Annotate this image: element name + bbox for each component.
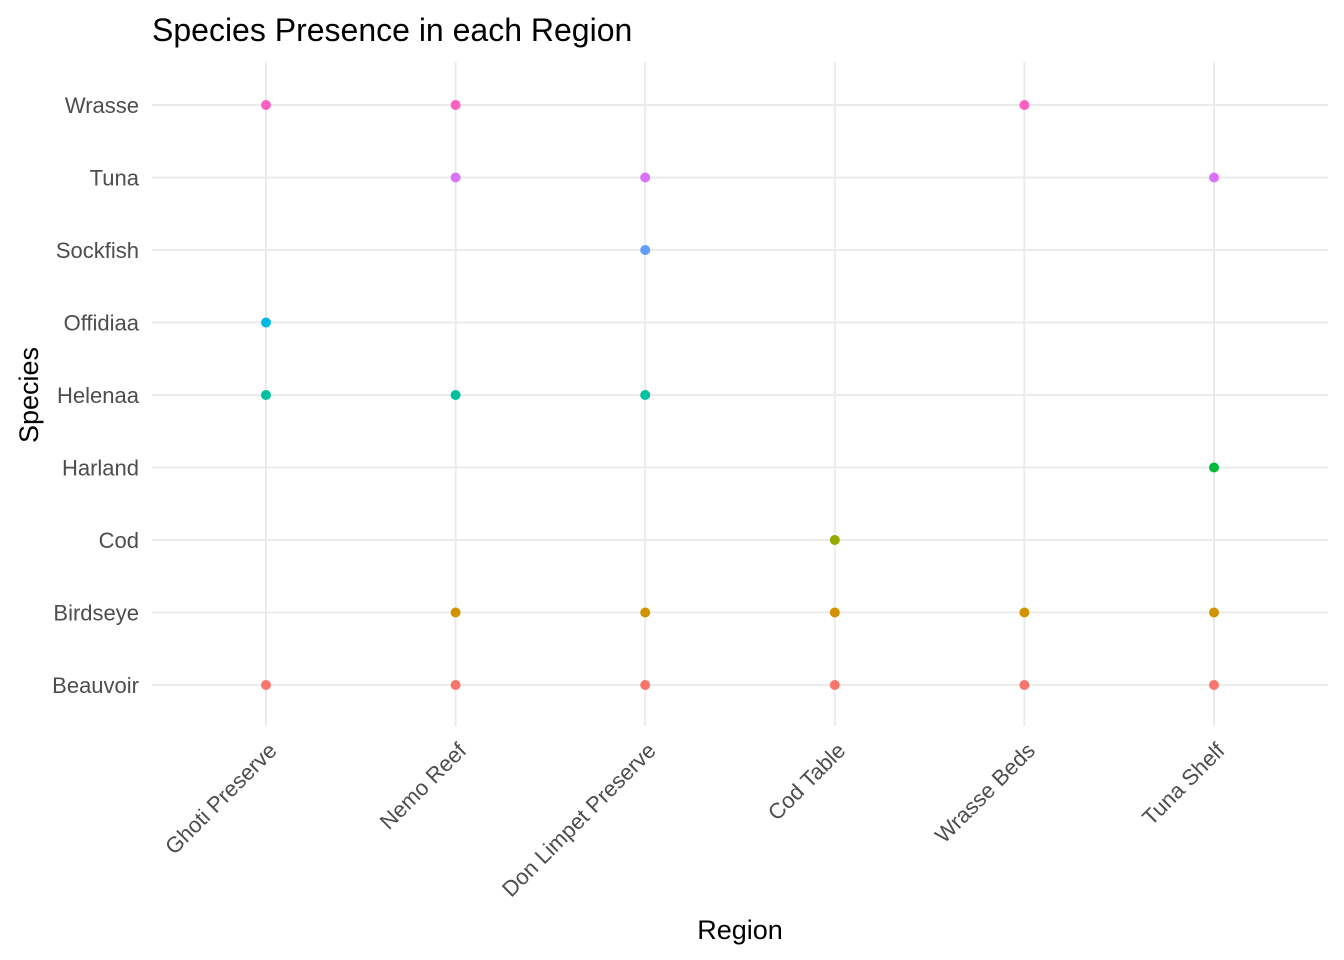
y-tick-label-beauvoir: Beauvoir [52, 673, 139, 698]
x-tick-label-don-limpet-preserve: Don Limpet Preserve [497, 738, 661, 902]
point-beauvoir-ghoti-preserve [261, 680, 271, 690]
point-offidiaa-ghoti-preserve [261, 317, 271, 328]
x-tick-label-wrasse-beds: Wrasse Beds [930, 738, 1040, 848]
point-wrasse-nemo-reef [450, 100, 461, 110]
point-helenaa-nemo-reef [450, 390, 461, 400]
point-birdseye-tuna-shelf [1209, 607, 1219, 618]
point-beauvoir-tuna-shelf [1209, 680, 1219, 690]
point-birdseye-nemo-reef [450, 607, 461, 618]
data-points [261, 100, 1219, 690]
x-axis-ticks: Ghoti Preserve Nemo Reef Don Limpet Preser… [160, 737, 1230, 901]
point-wrasse-wrasse-beds [1019, 100, 1030, 110]
point-beauvoir-nemo-reef [450, 680, 461, 690]
point-wrasse-ghoti-preserve [261, 100, 271, 110]
y-tick-label-harland: Harland [62, 456, 139, 481]
x-tick-label-cod-table: Cod Table [763, 738, 850, 825]
point-beauvoir-don-limpet-preserve [640, 680, 651, 690]
point-beauvoir-cod-table [829, 680, 840, 690]
y-tick-label-offidiaa: Offidiaa [64, 311, 140, 336]
x-tick-label-tuna-shelf: Tuna Shelf [1137, 737, 1230, 830]
x-axis-title: Region [697, 915, 783, 945]
chart-title: Species Presence in each Region [152, 12, 632, 48]
point-helenaa-ghoti-preserve [261, 390, 271, 400]
point-tuna-nemo-reef [450, 172, 461, 183]
point-beauvoir-wrasse-beds [1019, 680, 1030, 690]
y-tick-label-tuna: Tuna [90, 166, 140, 191]
y-tick-label-birdseye: Birdseye [53, 601, 139, 626]
y-tick-label-sockfish: Sockfish [56, 238, 139, 263]
y-axis-ticks: Beauvoir Birdseye Cod Harland Helenaa Offidia… [52, 93, 140, 698]
y-tick-label-helenaa: Helenaa [57, 383, 140, 408]
point-birdseye-don-limpet-preserve [640, 607, 651, 618]
y-axis-title: Species [14, 347, 44, 443]
point-sockfish-don-limpet-preserve [640, 245, 651, 255]
point-helenaa-don-limpet-preserve [640, 390, 651, 400]
y-tick-label-wrasse: Wrasse [65, 93, 139, 118]
point-harland-tuna-shelf [1209, 462, 1219, 473]
point-tuna-tuna-shelf [1209, 172, 1219, 183]
x-tick-label-ghoti-preserve: Ghoti Preserve [160, 738, 281, 859]
x-tick-label-nemo-reef: Nemo Reef [375, 737, 472, 834]
gridlines [152, 62, 1328, 726]
y-tick-label-cod: Cod [99, 528, 139, 553]
point-birdseye-cod-table [829, 607, 840, 618]
point-tuna-don-limpet-preserve [640, 172, 651, 183]
point-cod-cod-table [829, 535, 840, 545]
point-birdseye-wrasse-beds [1019, 607, 1030, 618]
